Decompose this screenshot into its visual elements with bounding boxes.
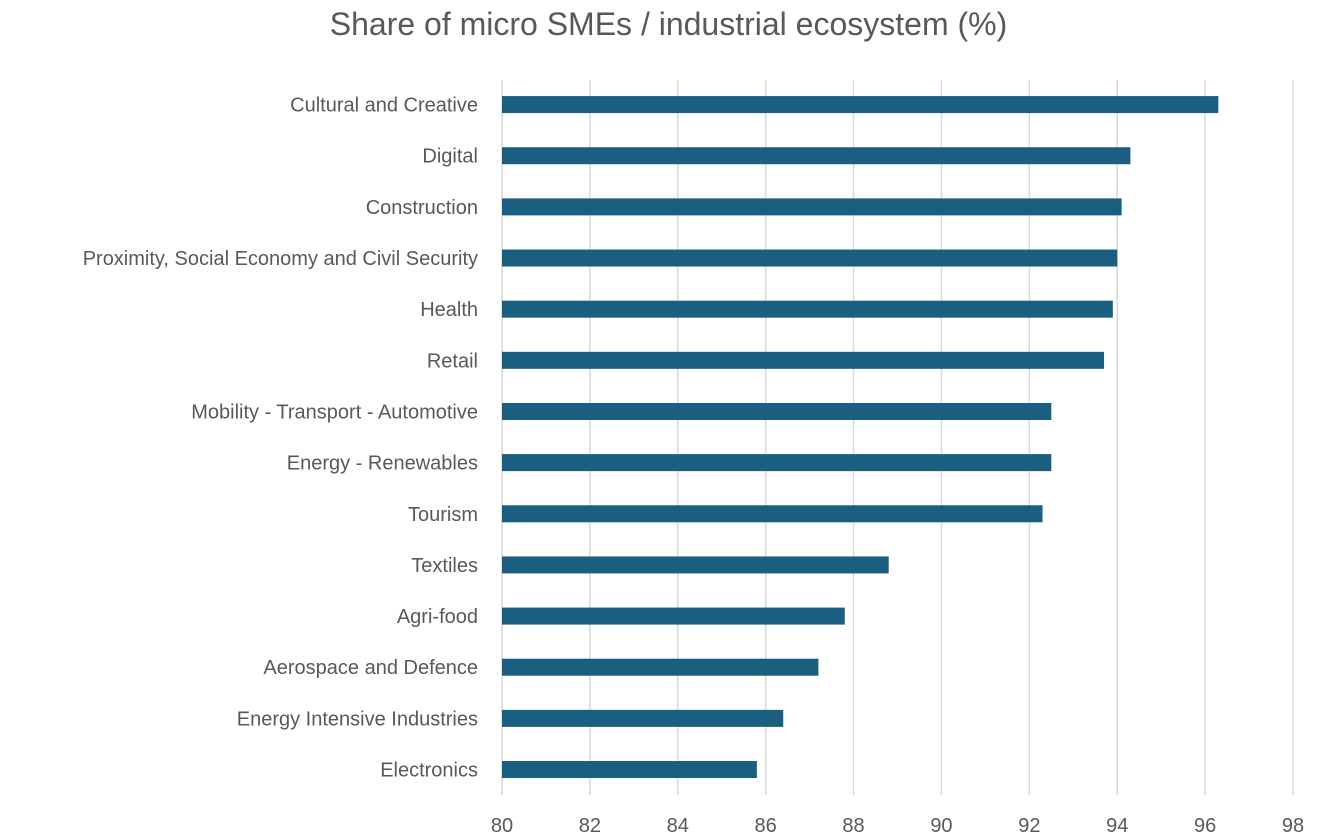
category-label: Cultural and Creative (290, 95, 478, 117)
x-tick-labels: 80 82 84 86 88 90 92 94 96 98 (491, 815, 1304, 837)
bar (502, 147, 1131, 165)
bar (502, 351, 1105, 369)
x-tick-label: 86 (755, 815, 777, 837)
bar (502, 709, 784, 727)
category-label: Energy - Renewables (287, 453, 478, 475)
chart-title: Share of micro SMEs / industrial ecosyst… (329, 6, 1008, 42)
x-tick-label: 94 (1106, 815, 1128, 837)
bar (502, 658, 819, 676)
category-label: Mobility - Transport - Automotive (191, 401, 478, 423)
x-tick-label: 80 (491, 815, 513, 837)
category-label: Tourism (408, 504, 478, 526)
x-tick-label: 88 (842, 815, 864, 837)
bar (502, 454, 1052, 472)
bars (502, 96, 1219, 779)
category-label: Electronics (380, 760, 478, 782)
bar (502, 96, 1219, 114)
category-label: Aerospace and Defence (263, 657, 478, 679)
category-label: Energy Intensive Industries (237, 708, 478, 730)
x-tick-label: 84 (667, 815, 689, 837)
bar (502, 198, 1122, 216)
category-label: Agri-food (397, 606, 478, 628)
category-label: Construction (366, 197, 478, 219)
category-label: Textiles (411, 555, 478, 577)
bar (502, 300, 1113, 318)
bar (502, 556, 889, 574)
x-tick-label: 96 (1194, 815, 1216, 837)
x-tick-label: 90 (930, 815, 952, 837)
bar (502, 249, 1118, 267)
category-label: Health (420, 299, 478, 321)
category-label: Retail (427, 350, 478, 372)
bar (502, 505, 1043, 523)
category-label: Digital (422, 146, 478, 168)
x-tick-label: 98 (1282, 815, 1304, 837)
category-labels: Cultural and Creative Digital Construction… (83, 95, 478, 782)
gridlines (501, 80, 1294, 795)
bar (502, 761, 757, 779)
x-tick-label: 82 (579, 815, 601, 837)
bar (502, 607, 845, 625)
x-tick-label: 92 (1018, 815, 1040, 837)
bar (502, 402, 1052, 420)
category-label: Proximity, Social Economy and Civil Secu… (83, 248, 478, 270)
